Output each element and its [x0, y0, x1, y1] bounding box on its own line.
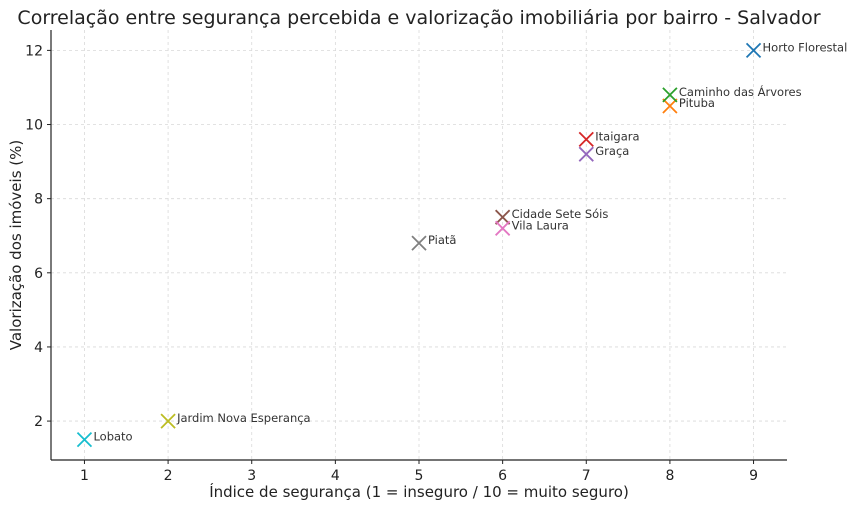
x-tick-label: 5: [415, 468, 424, 484]
x-marker: [160, 413, 176, 429]
y-tick-label: 2: [34, 414, 43, 430]
y-tick-label: 12: [25, 43, 43, 59]
point-label: Piatã: [428, 233, 456, 247]
y-tick-label: 8: [34, 192, 43, 208]
x-marker: [578, 131, 594, 147]
grid: [51, 30, 787, 460]
y-tick-label: 4: [34, 340, 43, 356]
x-marker: [745, 42, 762, 59]
x-marker: [578, 146, 594, 162]
data-point: Cidade Sete Sóis: [494, 207, 609, 225]
data-point: Graça: [578, 144, 629, 162]
x-tick-label: 9: [749, 468, 758, 484]
data-point: Vila Laura: [494, 218, 569, 236]
point-label: Vila Laura: [512, 218, 569, 232]
x-tick-label: 1: [80, 468, 89, 484]
point-label: Itaigara: [595, 129, 639, 143]
x-marker: [411, 235, 427, 251]
x-marker: [494, 220, 511, 236]
x-marker: [76, 431, 93, 448]
data-point: Pituba: [662, 96, 715, 114]
point-label: Graça: [595, 144, 629, 158]
point-label: Cidade Sete Sóis: [512, 207, 609, 221]
data-point: Jardim Nova Esperança: [160, 411, 311, 429]
x-marker: [494, 209, 511, 225]
point-label: Jardim Nova Esperança: [176, 411, 311, 425]
y-axis-label: Valorização dos imóveis (%): [7, 140, 25, 350]
x-marker: [662, 87, 678, 103]
data-point: Piatã: [411, 233, 456, 251]
x-tick-label: 8: [665, 468, 674, 484]
data-point: Caminho das Árvores: [662, 84, 802, 103]
y-tick-label: 6: [34, 266, 43, 282]
data-point: Horto Florestal: [745, 40, 848, 59]
x-tick-label: 3: [247, 468, 256, 484]
x-tick-label: 7: [582, 468, 591, 484]
point-label: Caminho das Árvores: [679, 84, 802, 99]
point-label: Pituba: [679, 96, 715, 110]
chart-title: Correlação entre segurança percebida e v…: [17, 7, 820, 29]
x-marker: [662, 98, 678, 114]
data-point: Itaigara: [578, 129, 640, 147]
x-tick-label: 4: [331, 468, 340, 484]
y-tick-label: 10: [25, 118, 43, 134]
point-label: Horto Florestal: [763, 40, 848, 54]
x-tick-label: 6: [498, 468, 507, 484]
x-axis-label: Índice de segurança (1 = inseguro / 10 =…: [209, 482, 629, 501]
point-label: Lobato: [93, 430, 132, 444]
x-tick-label: 2: [164, 468, 173, 484]
data-point: Lobato: [76, 430, 133, 448]
